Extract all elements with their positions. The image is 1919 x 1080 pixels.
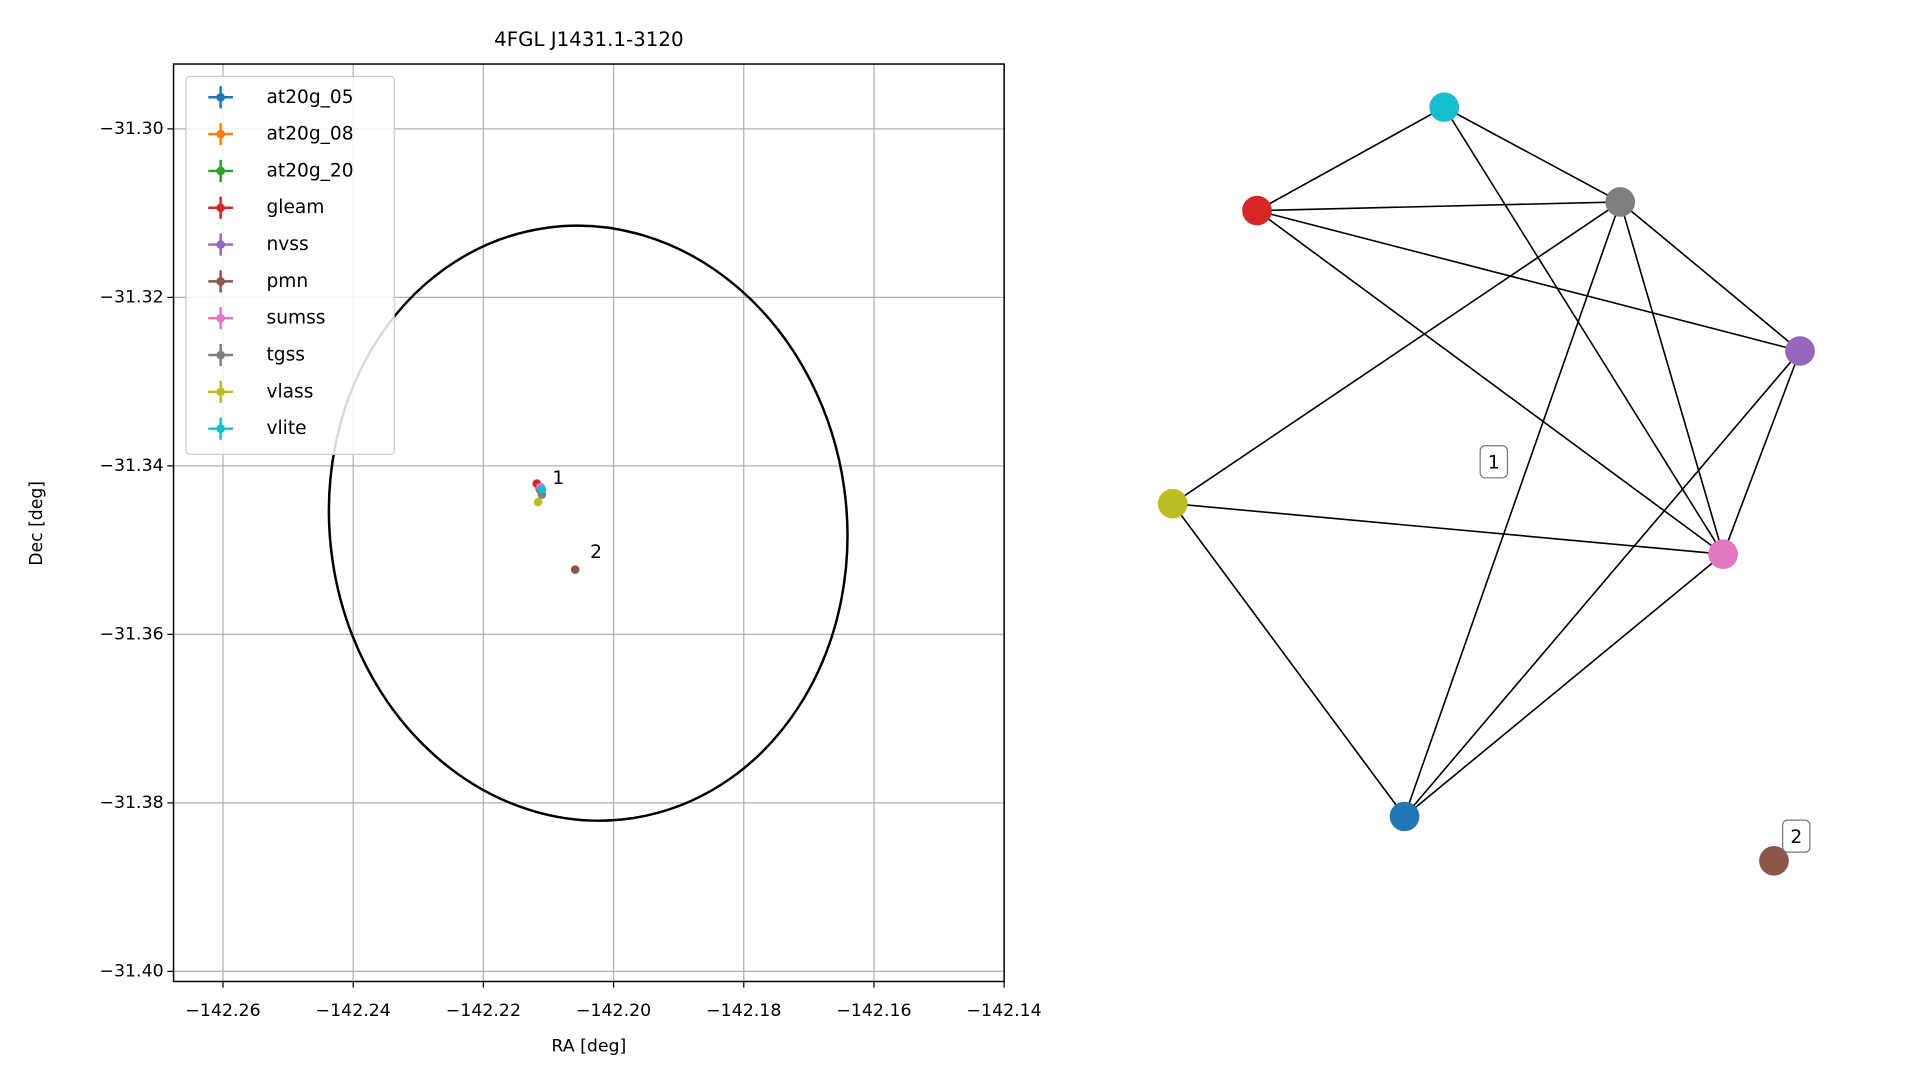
node: [1605, 187, 1636, 217]
y-tick-label: −31.34: [99, 456, 163, 476]
edge: [1403, 201, 1622, 817]
edge: [1443, 106, 1724, 555]
x-tick-label: −142.18: [706, 1001, 781, 1021]
label-box: [1782, 819, 1811, 853]
y-tick-label: −31.38: [99, 793, 163, 813]
legend-label: vlite: [267, 418, 307, 439]
edge: [1619, 201, 1724, 555]
y-tick-label: −31.40: [99, 961, 163, 981]
node: [1785, 336, 1815, 366]
edge: [1172, 502, 1724, 555]
legend-label: vlass: [267, 381, 314, 402]
point: [537, 485, 547, 494]
x-tick-label: −142.14: [967, 1001, 1042, 1021]
edge: [1256, 209, 1801, 352]
legend-label: gleam: [267, 197, 325, 218]
legend-label: nvss: [267, 234, 309, 255]
y-tick-label: −31.36: [99, 624, 163, 644]
point: [570, 565, 580, 574]
legend-marker: [216, 277, 225, 286]
localization-ellipse: [327, 224, 849, 822]
x-tick-label: −142.22: [446, 1001, 521, 1021]
node: [1242, 195, 1272, 226]
legend-label: at20g_20: [267, 160, 354, 181]
edge: [1256, 209, 1724, 555]
edge: [1256, 106, 1445, 212]
legend-marker: [216, 203, 225, 213]
edge: [1257, 201, 1621, 212]
legend-marker: [216, 350, 225, 360]
edge: [1172, 201, 1621, 505]
chart-title: 4FGL J1431.1-3120: [494, 28, 683, 51]
legend-label: tgss: [267, 345, 305, 366]
edge: [1722, 350, 1801, 555]
node: [1157, 488, 1188, 519]
edge: [1404, 553, 1724, 818]
legend-label: pmn: [267, 271, 309, 292]
edge: [1403, 350, 1801, 817]
node: [1429, 92, 1460, 122]
node: [1389, 801, 1420, 832]
axes-frame: [172, 63, 1005, 983]
annotation: 1: [552, 468, 564, 489]
x-tick-label: −142.24: [316, 1001, 391, 1021]
legend-marker: [216, 92, 225, 102]
x-tick-label: −142.20: [576, 1001, 651, 1021]
y-axis-label: Dec [deg]: [27, 481, 47, 566]
node: [1759, 846, 1789, 876]
node: [1708, 539, 1739, 569]
x-tick-label: −142.26: [185, 1001, 260, 1021]
legend-marker: [216, 129, 225, 139]
legend-marker: [216, 240, 225, 249]
edge: [1172, 503, 1406, 817]
y-tick-label: −31.30: [99, 119, 163, 139]
annotation: 2: [590, 542, 602, 563]
legend-box: [185, 75, 395, 456]
legend-label: at20g_08: [267, 124, 354, 145]
x-tick-label: −142.16: [836, 1001, 911, 1021]
point: [533, 497, 543, 507]
edge: [1619, 201, 1801, 352]
legend-marker: [216, 166, 225, 176]
legend-marker: [216, 387, 225, 397]
label-box: [1479, 445, 1509, 479]
y-tick-label: −31.32: [99, 287, 163, 307]
legend-marker: [216, 424, 225, 433]
legend-label: sumss: [267, 308, 326, 329]
node-label: 1: [1488, 453, 1500, 474]
legend-label: at20g_05: [267, 87, 354, 108]
node-label: 2: [1790, 827, 1802, 848]
x-axis-label: RA [deg]: [551, 1037, 626, 1057]
edge: [1443, 106, 1621, 203]
legend-marker: [216, 313, 225, 323]
